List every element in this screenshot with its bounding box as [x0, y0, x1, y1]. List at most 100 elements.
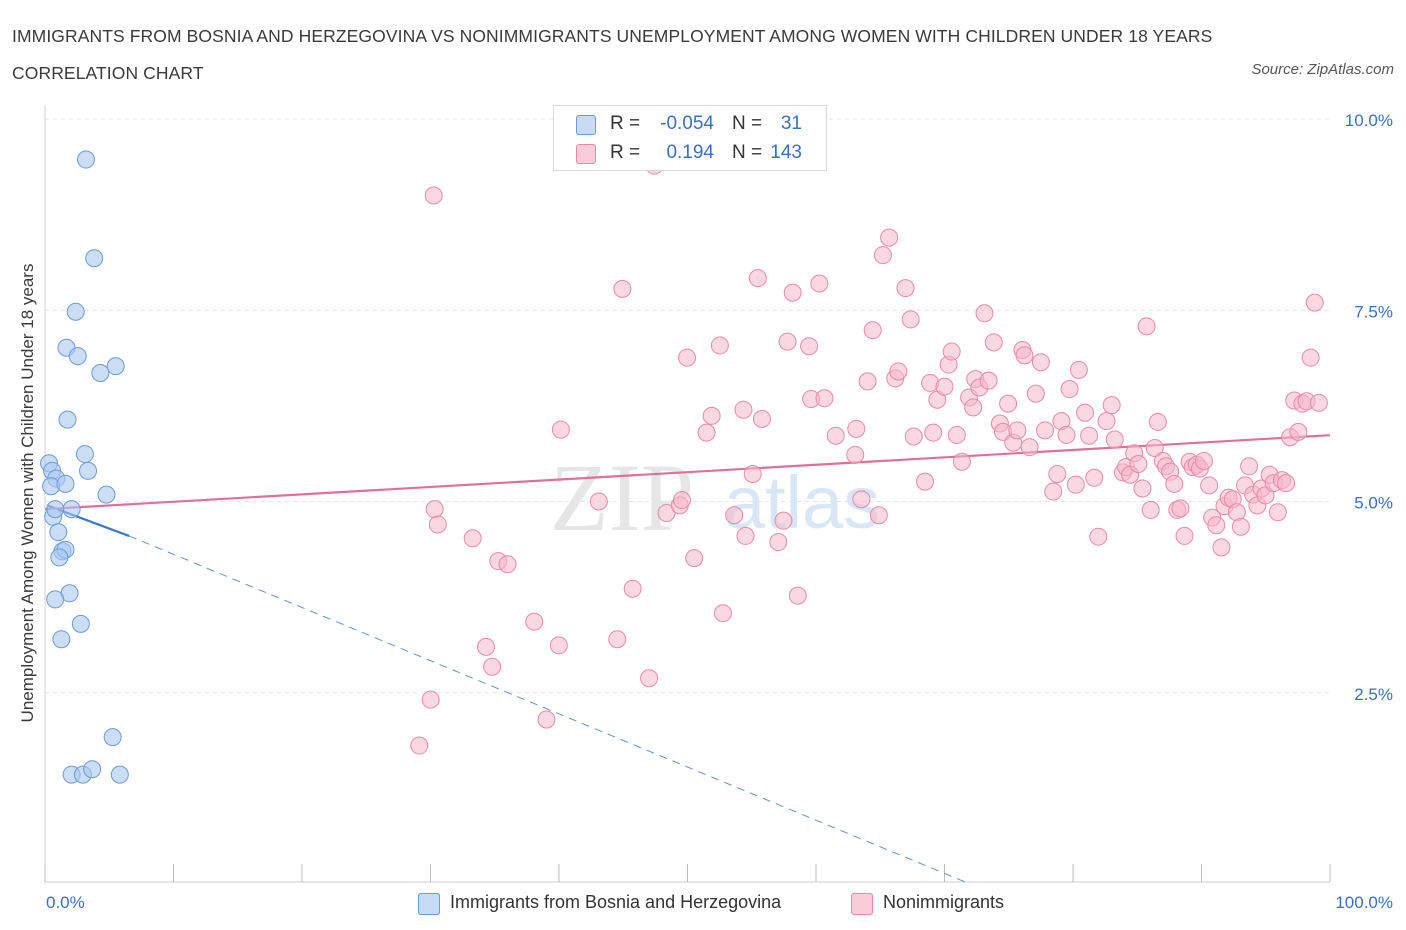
immigrant-point — [62, 500, 81, 519]
legend-swatch-blue — [418, 893, 440, 915]
tick-labels: 2.5% 5.0% 7.5% 10.0% 0.0% 100.0% — [46, 111, 1393, 912]
nonimmigrant-point — [1268, 503, 1287, 522]
immigrant-point — [75, 445, 94, 464]
nonimmigrant-point — [1105, 430, 1124, 449]
nonimmigrant-point — [752, 409, 771, 428]
nonimmigrant-point — [1145, 438, 1164, 457]
nonimmigrant-point — [640, 669, 659, 688]
nonimmigrant-point — [1129, 455, 1148, 474]
nonimmigrant-point — [736, 526, 755, 545]
stats-legend: R = -0.054 N = 31 R = 0.194 N = 143 — [553, 105, 827, 171]
nonimmigrant-point — [1102, 396, 1121, 415]
nonimmigrant-point — [901, 310, 920, 329]
series-legend: Immigrants from Bosnia and Herzegovina N… — [0, 890, 1406, 916]
nonimmigrant-point — [697, 423, 716, 442]
nonimmigrant-point — [947, 425, 966, 444]
nonimmigrant-point — [826, 426, 845, 445]
nonimmigrant-point — [863, 321, 882, 340]
nonimmigrant-point — [477, 637, 496, 656]
immigrant-point — [71, 614, 90, 633]
legend-r-label: R = — [610, 113, 641, 134]
nonimmigrant-point — [1080, 426, 1099, 445]
nonimmigrant-point — [421, 690, 440, 709]
nonimmigrant-point — [1031, 353, 1050, 372]
nonimmigrant-point — [1141, 500, 1160, 519]
nonimmigrant-point — [425, 500, 444, 519]
immigrant-point — [110, 765, 129, 784]
immigrant-point — [103, 728, 122, 747]
immigrant-point — [83, 760, 102, 779]
nonimmigrant-point — [896, 279, 915, 298]
nonimmigrant-point — [1048, 464, 1067, 483]
legend-n-label: N = — [732, 142, 763, 163]
nonimmigrant-point — [537, 710, 556, 729]
nonimmigrant-point — [1165, 474, 1184, 493]
nonimmigrant-point — [685, 549, 704, 568]
nonimmigrant-point — [1309, 393, 1328, 412]
y-tick-label: 5.0% — [1354, 494, 1393, 513]
nonimmigrant-point — [734, 400, 753, 419]
nonimmigrant-point — [748, 269, 767, 288]
nonimmigrant-point — [549, 636, 568, 655]
nonimmigrant-point — [428, 515, 447, 534]
source-label: Source: ZipAtlas.com — [1251, 61, 1394, 78]
legend-r-label: R = — [610, 142, 641, 163]
nonimmigrant-point — [1231, 517, 1250, 536]
nonimmigrant-point — [1060, 380, 1079, 399]
immigrant-point — [58, 410, 77, 429]
nonimmigrant-point — [410, 736, 429, 755]
legend-swatch-pink — [851, 893, 873, 915]
axes — [44, 106, 1331, 883]
nonimmigrant-point — [1076, 403, 1095, 422]
legend-row-nonimmigrants: R = 0.194 N = 143 — [554, 139, 826, 167]
nonimmigrant-point — [1044, 482, 1063, 501]
nonimmigrant-point — [589, 492, 608, 511]
nonimmigrant-point — [979, 371, 998, 390]
immigrant-point — [91, 363, 110, 382]
nonimmigrant-point — [463, 529, 482, 548]
nonimmigrant-point — [1277, 474, 1296, 493]
nonimmigrant-point — [880, 228, 899, 247]
nonimmigrant-point — [613, 279, 632, 298]
nonimmigrant-point — [1200, 476, 1219, 495]
nonimmigrant-point — [743, 464, 762, 483]
nonimmigrant-point — [1289, 422, 1308, 441]
nonimmigrant-point — [710, 336, 729, 355]
nonimmigrant-point — [873, 246, 892, 265]
nonimmigrant-point — [424, 186, 443, 205]
nonimmigrant-point — [783, 283, 802, 302]
nonimmigrant-point — [964, 398, 983, 417]
nonimmigrant-point — [1069, 360, 1088, 379]
legend-n-value: 31 — [780, 113, 802, 134]
nonimmigrant-point — [1175, 526, 1194, 545]
immigrant-point — [97, 485, 116, 504]
nonimmigrant-point — [858, 372, 877, 391]
nonimmigrant-point — [810, 274, 829, 293]
legend-swatch-blue — [576, 115, 596, 135]
nonimmigrant-point — [678, 348, 697, 367]
legend-row-immigrants: R = -0.054 N = 31 — [554, 110, 826, 138]
nonimmigrant-point — [608, 630, 627, 649]
nonimmigrant-point — [778, 332, 797, 351]
legend-label: Nonimmigrants — [883, 892, 1005, 912]
nonimmigrant-point — [935, 377, 954, 396]
nonimmigrant-point — [1036, 421, 1055, 440]
nonimmigrant-point — [551, 420, 570, 439]
legend-n-label: N = — [732, 113, 763, 134]
nonimmigrant-point — [1085, 468, 1104, 487]
nonimmigrant-point — [1097, 412, 1116, 431]
immigrant-point — [46, 500, 65, 519]
immigrant-point — [52, 630, 71, 649]
nonimmigrant-point — [769, 533, 788, 552]
nonimmigrant-point — [713, 604, 732, 623]
nonimmigrant-point — [1137, 317, 1156, 336]
legend-r-value: 0.194 — [666, 142, 714, 163]
nonimmigrant-point — [788, 586, 807, 605]
y-tick-label: 10.0% — [1345, 111, 1393, 130]
nonimmigrant-point — [498, 555, 517, 574]
y-tick-label: 7.5% — [1354, 302, 1393, 321]
nonimmigrant-point — [1066, 475, 1085, 494]
nonimmigrant-point — [869, 506, 888, 525]
immigrant-point — [49, 523, 68, 542]
